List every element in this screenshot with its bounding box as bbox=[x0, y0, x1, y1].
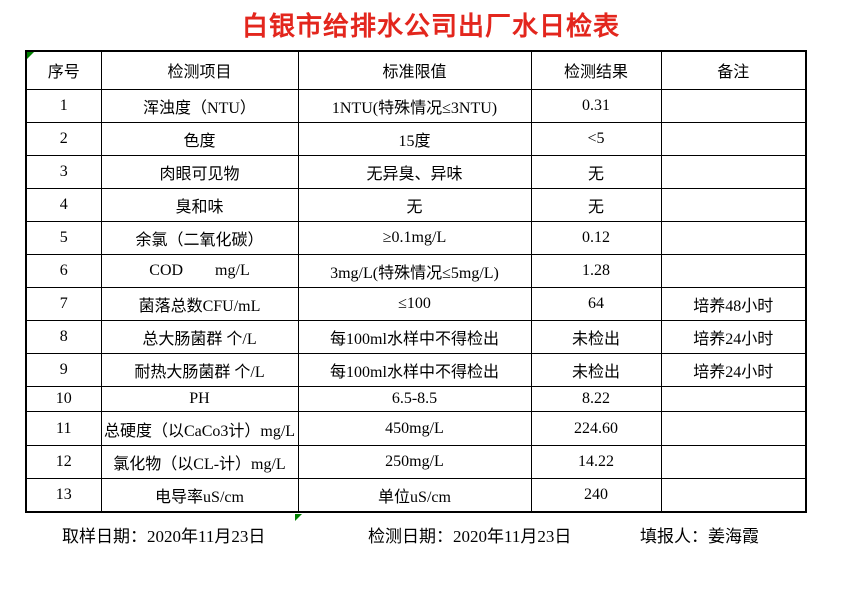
limit-cell: 每100ml水样中不得检出 bbox=[297, 320, 532, 355]
cell-error-indicator-icon bbox=[27, 52, 34, 59]
limit-cell: 无异臭、异味 bbox=[297, 154, 532, 189]
item-cell: PH bbox=[100, 386, 299, 413]
limit-cell: ≥0.1mg/L bbox=[297, 220, 532, 255]
item-cell: 臭和味 bbox=[100, 187, 299, 222]
reporter-label: 填报人：姜海霞 bbox=[640, 527, 759, 546]
item-cell: 电导率uS/cm bbox=[100, 477, 299, 513]
result-cell: 64 bbox=[530, 287, 662, 322]
result-cell: 未检出 bbox=[530, 353, 662, 388]
row-index-cell: 7 bbox=[25, 287, 102, 322]
table-row: 12 氯化物（以CL-计）mg/L 250mg/L 14.22 bbox=[25, 444, 807, 479]
limit-cell: 1NTU(特殊情况≤3NTU) bbox=[297, 88, 532, 123]
remark-cell bbox=[660, 187, 807, 222]
row-index-cell: 11 bbox=[25, 411, 102, 446]
result-cell: 无 bbox=[530, 154, 662, 189]
limit-cell: 每100ml水样中不得检出 bbox=[297, 353, 532, 388]
row-index-cell: 5 bbox=[25, 220, 102, 255]
table-row: 3 肉眼可见物 无异臭、异味无 bbox=[25, 154, 807, 189]
item-cell: COD mg/L bbox=[100, 253, 299, 289]
remark-cell: 培养24小时 bbox=[660, 353, 807, 388]
table-body: 1 浑浊度（NTU） 1NTU(特殊情况≤3NTU) 0.31 2 色度 15度 <5 3 肉眼可… bbox=[25, 88, 807, 513]
table-row: 7 菌落总数CFU/mL ≤100 64 培养48小时 bbox=[25, 287, 807, 322]
col-header-result: 检测结果 bbox=[530, 50, 662, 90]
table-row: 2 色度 15度 <5 bbox=[25, 121, 807, 156]
remark-cell bbox=[660, 88, 807, 123]
remark-cell bbox=[660, 220, 807, 255]
limit-cell: 无 bbox=[297, 187, 532, 222]
row-index-cell: 3 bbox=[25, 154, 102, 189]
remark-cell: 培养48小时 bbox=[660, 287, 807, 322]
result-cell: 240 bbox=[530, 477, 662, 513]
table-header-row: 序号 检测项目 标准限值 检测结果 备注 bbox=[25, 50, 807, 90]
item-cell: 肉眼可见物 bbox=[100, 154, 299, 189]
row-index-cell: 1 bbox=[25, 88, 102, 123]
row-index-cell: 8 bbox=[25, 320, 102, 355]
limit-cell: 250mg/L bbox=[297, 444, 532, 479]
remark-cell bbox=[660, 121, 807, 156]
cell-error-indicator-icon bbox=[295, 514, 302, 521]
sampling-date-label: 取样日期：2020年11月23日 bbox=[62, 527, 266, 546]
result-cell: 未检出 bbox=[530, 320, 662, 355]
col-header-item: 检测项目 bbox=[100, 50, 299, 90]
table-row: 5 余氯（二氧化碳） ≥0.1mg/L 0.12 bbox=[25, 220, 807, 255]
item-cell: 总硬度（以CaCo3计）mg/L bbox=[100, 411, 299, 446]
item-cell: 菌落总数CFU/mL bbox=[100, 287, 299, 322]
result-cell: 无 bbox=[530, 187, 662, 222]
table-row: 9 耐热大肠菌群 个/L 每100ml水样中不得检出 未检出 培养24小时 bbox=[25, 353, 807, 388]
row-index-cell: 2 bbox=[25, 121, 102, 156]
col-header-limit: 标准限值 bbox=[297, 50, 532, 90]
result-cell: 0.12 bbox=[530, 220, 662, 255]
result-cell: 0.31 bbox=[530, 88, 662, 123]
table-row: 8 总大肠菌群 个/L 每100ml水样中不得检出 未检出 培养24小时 bbox=[25, 320, 807, 355]
item-cell: 浑浊度（NTU） bbox=[100, 88, 299, 123]
result-cell: 224.60 bbox=[530, 411, 662, 446]
row-index-cell: 13 bbox=[25, 477, 102, 513]
item-cell: 耐热大肠菌群 个/L bbox=[100, 353, 299, 388]
table-row: 4 臭和味无无 bbox=[25, 187, 807, 222]
result-cell: 8.22 bbox=[530, 386, 662, 413]
result-cell: 1.28 bbox=[530, 253, 662, 289]
row-index-cell: 10 bbox=[25, 386, 102, 413]
remark-cell: 培养24小时 bbox=[660, 320, 807, 355]
limit-cell: 单位uS/cm bbox=[297, 477, 532, 513]
table-row: 11 总硬度（以CaCo3计）mg/L 450mg/L 224.60 bbox=[25, 411, 807, 446]
row-index-cell: 4 bbox=[25, 187, 102, 222]
remark-cell bbox=[660, 253, 807, 289]
row-index-cell: 12 bbox=[25, 444, 102, 479]
limit-cell: 15度 bbox=[297, 121, 532, 156]
row-index-cell: 6 bbox=[25, 253, 102, 289]
limit-cell: 6.5-8.5 bbox=[297, 386, 532, 413]
result-cell: 14.22 bbox=[530, 444, 662, 479]
col-header-remark: 备注 bbox=[660, 50, 807, 90]
limit-cell: 450mg/L bbox=[297, 411, 532, 446]
item-cell: 色度 bbox=[100, 121, 299, 156]
row-index-cell: 9 bbox=[25, 353, 102, 388]
result-cell: <5 bbox=[530, 121, 662, 156]
inspection-table: 序号 检测项目 标准限值 检测结果 备注 1 浑浊度（NTU） 1NTU(特殊情况≤… bbox=[25, 50, 807, 513]
remark-cell bbox=[660, 444, 807, 479]
table-row: 13 电导率uS/cm 单位uS/cm 240 bbox=[25, 477, 807, 513]
remark-cell bbox=[660, 477, 807, 513]
limit-cell: ≤100 bbox=[297, 287, 532, 322]
item-cell: 总大肠菌群 个/L bbox=[100, 320, 299, 355]
table-row: 10 PH 6.5-8.5 8.22 bbox=[25, 386, 807, 413]
limit-cell: 3mg/L(特殊情况≤5mg/L) bbox=[297, 253, 532, 289]
item-cell: 氯化物（以CL-计）mg/L bbox=[100, 444, 299, 479]
col-header-index: 序号 bbox=[25, 50, 102, 90]
test-date-label: 检测日期：2020年11月23日 bbox=[368, 527, 572, 546]
remark-cell bbox=[660, 386, 807, 413]
remark-cell bbox=[660, 411, 807, 446]
item-cell: 余氯（二氧化碳） bbox=[100, 220, 299, 255]
page-title: 白银市给排水公司出厂水日检表 bbox=[241, 12, 620, 41]
table-row: 6 COD mg/L 3mg/L(特殊情况≤5mg/L) 1.28 bbox=[25, 253, 807, 289]
remark-cell bbox=[660, 154, 807, 189]
table-row: 1 浑浊度（NTU） 1NTU(特殊情况≤3NTU) 0.31 bbox=[25, 88, 807, 123]
